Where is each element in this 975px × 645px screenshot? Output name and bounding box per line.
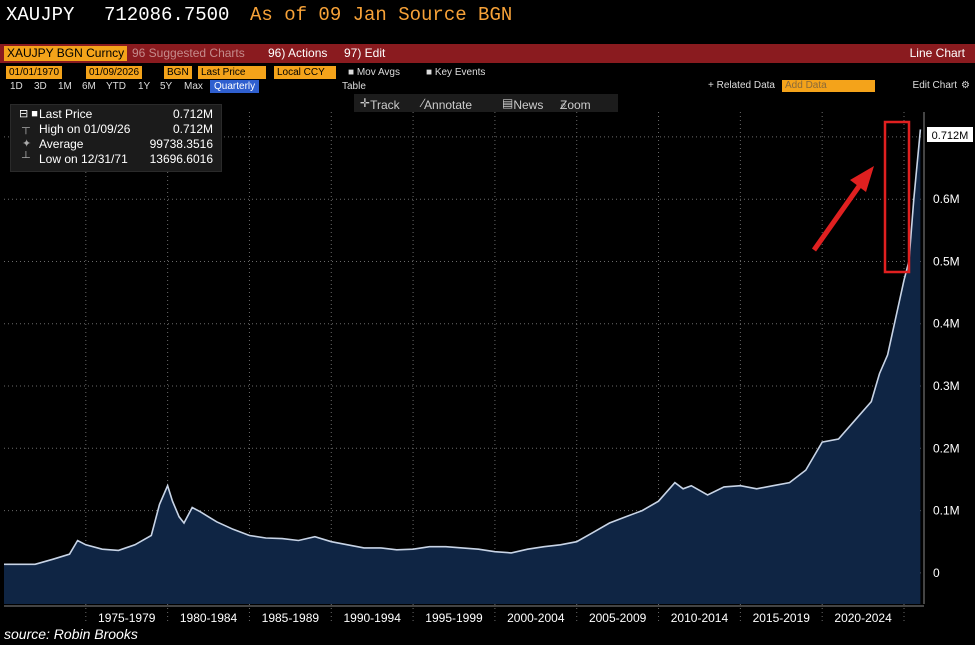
pricing-source-field[interactable]: BGN [164, 66, 192, 79]
period-3d[interactable]: 3D [34, 81, 47, 92]
average-marker-icon: ✦ [19, 138, 32, 150]
x-axis: 1975-1979 1980-1984 1985-1989 1990-1994 1995… [4, 605, 924, 625]
annotate-button[interactable]: ∕ Annotate [422, 96, 473, 112]
price-field-select[interactable]: Last Price [198, 66, 266, 79]
track-button[interactable]: ✛ Track [360, 96, 400, 112]
quote-header: XAUJPY 712086.7500 As of 09 Jan Source B… [0, 0, 975, 34]
x-tick-label: 1990-1994 [343, 611, 401, 625]
key-events-checkbox[interactable]: ■ Key Events [426, 67, 486, 78]
chart-type-label: Line Chart [909, 46, 965, 60]
zoom-label: Zoom [560, 98, 591, 112]
chart-settings-row: 01/01/1970 01/09/2026 BGN Last Price Loc… [0, 66, 975, 80]
period-5y[interactable]: 5Y [160, 81, 173, 92]
x-tick-label: 2010-2014 [671, 611, 729, 625]
edit-chart-button[interactable]: Edit Chart [912, 80, 957, 91]
period-1d[interactable]: 1D [10, 81, 23, 92]
legend-panel: ⊟ ■ Last Price 0.712M ┬ High on 01/09/26… [10, 104, 222, 172]
end-date-field[interactable]: 01/09/2026 [86, 66, 143, 79]
x-tick-label: 2000-2004 [507, 611, 565, 625]
source-note: source: Robin Brooks [4, 626, 138, 642]
security-field[interactable]: XAUJPY BGN Curncy [4, 46, 128, 61]
x-tick-label: 2005-2009 [589, 611, 647, 625]
legend-value: 0.712M [172, 107, 213, 121]
y-axis: 00.1M0.2M0.3M0.4M0.5M0.6M0.7M [923, 112, 960, 604]
last-price-value: 712086.7500 [104, 4, 230, 26]
news-label: News [513, 98, 544, 112]
price-area [4, 129, 921, 604]
suggested-charts-menu[interactable]: 96 Suggested Charts [132, 46, 245, 60]
x-tick-label: 1975-1979 [98, 611, 156, 625]
table-button[interactable]: Table [342, 81, 366, 92]
zoom-icon: ⌕ [560, 98, 567, 112]
legend-row: ⊟ ■ Last Price 0.712M [11, 107, 221, 122]
line-chart: 00.1M0.2M0.3M0.4M0.5M0.6M0.7M 1975-19791… [4, 112, 973, 625]
as-of-source: As of 09 Jan Source BGN [250, 4, 513, 26]
legend-row: ┬ High on 01/09/26 0.712M [11, 122, 221, 137]
low-marker-icon: ┴ [19, 152, 30, 164]
x-tick-label: 2020-2024 [834, 611, 892, 625]
y-tick-label: 0.5M [933, 254, 960, 268]
x-tick-label: 1980-1984 [180, 611, 238, 625]
period-ytd[interactable]: YTD [106, 81, 126, 92]
x-tick-label: 1995-1999 [425, 611, 483, 625]
legend-row: ┴ Low on 12/31/71 13696.6016 [11, 152, 221, 167]
x-tick-label: 1985-1989 [262, 611, 320, 625]
add-data-input[interactable]: Add Data [782, 80, 875, 92]
legend-swatch-icon: ⊟ ■ [19, 108, 38, 120]
last-value-label: 0.712M [932, 130, 969, 142]
y-tick-label: 0 [933, 566, 940, 580]
currency-select[interactable]: Local CCY [274, 66, 336, 79]
y-tick-label: 0.2M [933, 441, 960, 455]
legend-value: 13696.6016 [149, 152, 213, 166]
mov-avgs-label: Mov Avgs [356, 67, 400, 78]
period-1y[interactable]: 1Y [138, 81, 151, 92]
legend-row: ✦ Average 99738.3516 [11, 137, 221, 152]
legend-name: Average [39, 137, 84, 151]
chart-tool-bar: ✛ Track ∕ Annotate ▤ News ⌕ Zoom [354, 94, 618, 112]
legend-value: 99738.3516 [149, 137, 213, 151]
start-date-field[interactable]: 01/01/1970 [6, 66, 63, 79]
news-button[interactable]: ▤ News [502, 96, 544, 112]
last-value-marker: 0.712M [927, 127, 973, 142]
highlight-box [883, 120, 911, 274]
highlight-arrow-shaft [811, 180, 865, 252]
y-tick-label: 0.4M [933, 317, 960, 331]
price-line [4, 129, 922, 566]
y-tick-label: 0.3M [933, 379, 960, 393]
mov-avgs-checkbox[interactable]: ■ Mov Avgs [348, 67, 400, 78]
ticker-symbol: XAUJPY [6, 4, 75, 26]
frequency-select[interactable]: Quarterly [210, 80, 260, 93]
legend-name: Last Price [39, 107, 93, 121]
track-label: Track [370, 98, 400, 112]
x-tick-label: 2015-2019 [753, 611, 811, 625]
period-6m[interactable]: 6M [82, 81, 96, 92]
related-data-menu[interactable]: + Related Data [708, 80, 775, 91]
legend-value: 0.712M [172, 122, 213, 136]
gear-icon[interactable]: ⚙ [961, 80, 970, 91]
legend-name: Low on 12/31/71 [39, 152, 128, 166]
legend-name: High on 01/09/26 [39, 122, 131, 136]
y-tick-label: 0.6M [933, 192, 960, 206]
key-events-label: Key Events [434, 67, 486, 78]
high-marker-icon: ┬ [19, 122, 30, 134]
function-toolbar: XAUJPY BGN Curncy 96 Suggested Charts 96… [0, 44, 975, 63]
period-1m[interactable]: 1M [58, 81, 72, 92]
actions-menu[interactable]: 96) Actions [268, 46, 328, 60]
period-row: 1D 3D 1M 6M YTD 1Y 5Y Max Quarterly Tabl… [0, 80, 975, 94]
y-tick-label: 0.1M [933, 504, 960, 518]
highlight-arrow-head [850, 166, 874, 192]
annotate-label: Annotate [424, 98, 473, 112]
period-max[interactable]: Max [184, 81, 203, 92]
edit-menu[interactable]: 97) Edit [344, 46, 386, 60]
